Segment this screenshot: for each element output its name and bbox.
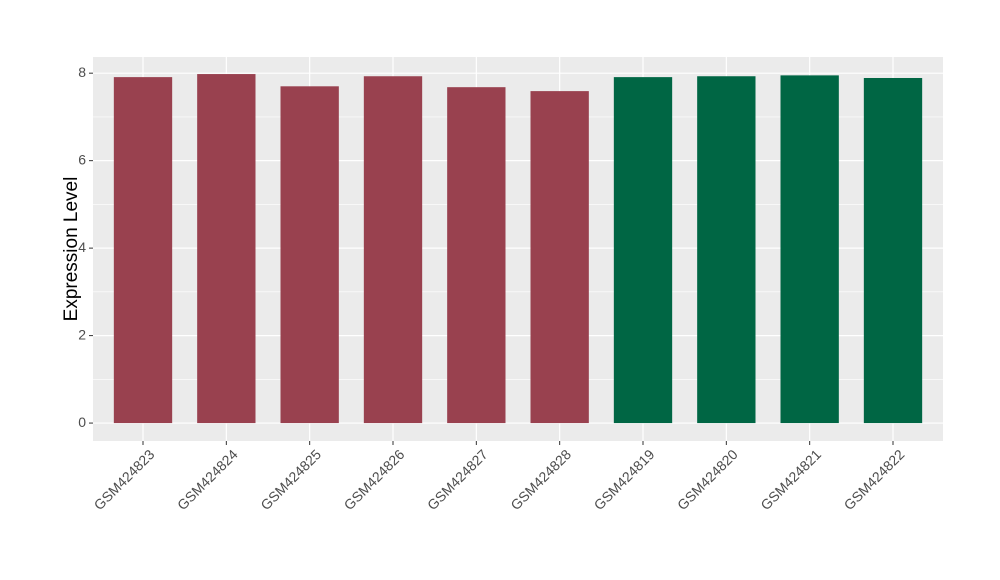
y-tick-label: 8 xyxy=(78,64,86,80)
x-tick-label: GSM424826 xyxy=(341,446,408,513)
bar xyxy=(530,91,589,424)
y-tick-label: 6 xyxy=(78,151,86,167)
x-tick-label: GSM424821 xyxy=(757,446,824,513)
x-tick-label: GSM424823 xyxy=(91,446,158,513)
bar xyxy=(863,77,923,424)
bar xyxy=(363,76,423,424)
y-axis-title: Expression Level xyxy=(61,177,82,322)
y-tick-label: 4 xyxy=(78,239,86,255)
bar xyxy=(780,75,839,424)
y-tick-label: 2 xyxy=(78,326,86,342)
bar xyxy=(697,76,756,424)
x-tick-label: GSM424825 xyxy=(257,446,324,513)
bar xyxy=(447,87,506,424)
y-tick-label: 0 xyxy=(78,414,86,430)
x-tick-label: GSM424822 xyxy=(841,446,908,513)
x-tick-label: GSM424820 xyxy=(674,446,741,513)
x-tick-label: GSM424828 xyxy=(507,446,574,513)
x-tick-label: GSM424819 xyxy=(591,446,658,513)
x-tick-label: GSM424827 xyxy=(424,446,491,513)
x-tick-label: GSM424824 xyxy=(174,446,241,513)
bar xyxy=(113,77,173,424)
bar xyxy=(613,77,673,424)
bar xyxy=(280,86,339,424)
bar xyxy=(197,74,256,424)
